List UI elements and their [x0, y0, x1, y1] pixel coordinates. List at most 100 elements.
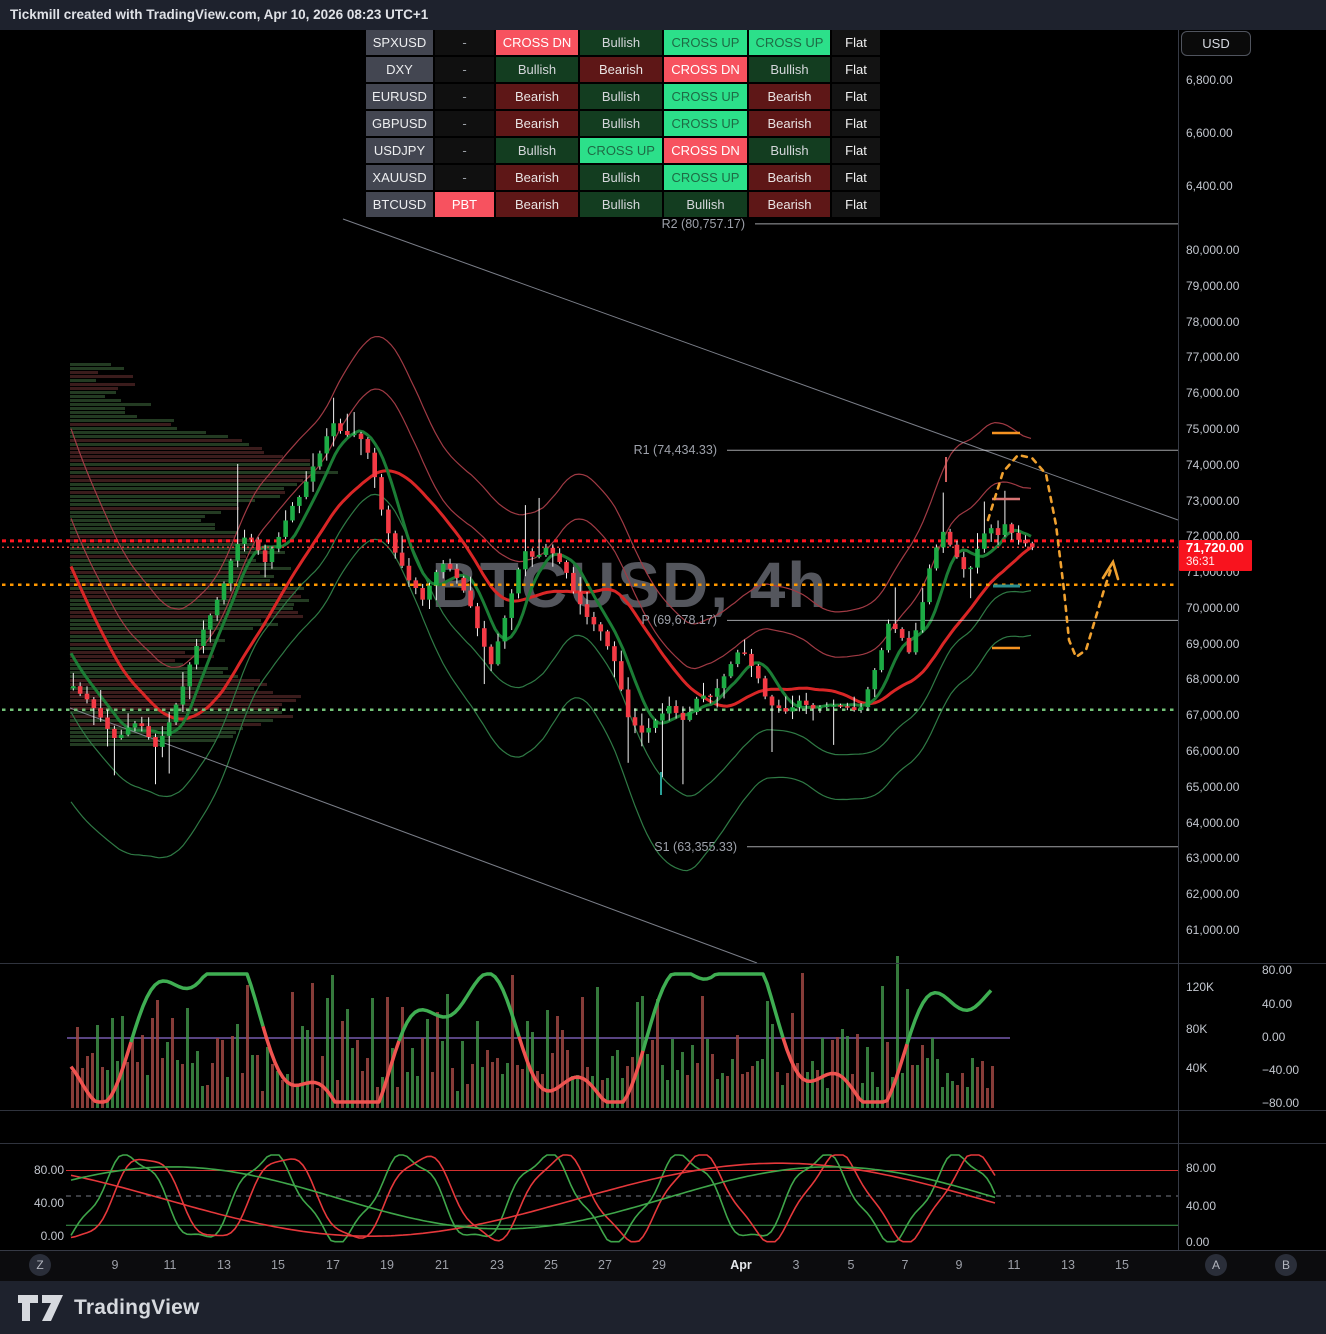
signal-cell: Flat: [832, 111, 880, 136]
oscillator-left-scale-label: 80.00: [33, 1163, 64, 1177]
scale-mode-button-b[interactable]: B: [1275, 1254, 1297, 1276]
signal-cell: Bearish: [749, 111, 830, 136]
fast-ma-line: [69, 429, 1032, 735]
signal-cell: Bullish: [580, 111, 662, 136]
time-axis-label: 13: [1061, 1258, 1075, 1272]
signal-cell: CROSS UP: [664, 84, 747, 109]
tradingview-logo-icon[interactable]: [18, 1294, 64, 1321]
signal-tag-cell: -: [435, 111, 494, 136]
price-axis-label: 68,000.00: [1186, 672, 1240, 687]
volume-oscillator-line: [641, 972, 785, 1052]
volume-scale-label: 80K: [1186, 1022, 1208, 1036]
pair-label-cell: EURUSD: [366, 84, 433, 109]
price-axis-label: 69,000.00: [1186, 636, 1240, 651]
trendline[interactable]: [342, 218, 1179, 521]
signal-cell: Bearish: [580, 57, 662, 82]
trendline[interactable]: [69, 707, 758, 964]
oscillator-scale-label: 80.00: [1186, 1161, 1217, 1175]
pane-separator[interactable]: [0, 1143, 1326, 1144]
stochastic-line: [70, 1154, 996, 1243]
timezone-button[interactable]: Z: [29, 1254, 51, 1276]
signal-tag-cell: -: [435, 84, 494, 109]
price-axis-label: 75,000.00: [1186, 421, 1240, 436]
signal-cell: Bullish: [496, 138, 578, 163]
price-axis-label: 62,000.00: [1186, 887, 1240, 902]
signal-cell: Bullish: [664, 192, 747, 217]
band-lines: [69, 335, 1032, 872]
time-axis-label: Apr: [730, 1258, 752, 1272]
time-axis-label: 15: [1115, 1258, 1129, 1272]
price-axis[interactable]: [1178, 30, 1326, 1250]
pane-separator[interactable]: [0, 963, 1326, 964]
price-axis-label: 61,000.00: [1186, 922, 1240, 937]
price-axis-label: 80,000.00: [1186, 243, 1240, 257]
time-axis-label: 23: [490, 1258, 504, 1272]
oscillator-scale-label: 0.00: [1186, 1235, 1210, 1249]
signal-tag-cell: -: [435, 30, 494, 55]
time-axis[interactable]: Z 9 11 13 15 17 19 21 23 25 27 29 Apr 3 5 7 9 11 13 15 A B: [0, 1250, 1326, 1281]
pair-label-cell: SPXUSD: [366, 30, 433, 55]
pair-label-cell: BTCUSD: [366, 192, 433, 217]
volume-pct-scale-label: −80.00: [1262, 1096, 1300, 1110]
signal-cell: CROSS UP: [749, 30, 830, 55]
price-axis-label: 70,000.00: [1186, 600, 1240, 615]
price-axis-label: 63,000.00: [1186, 851, 1240, 866]
signal-cell: Flat: [832, 84, 880, 109]
time-axis-label: 17: [326, 1258, 340, 1272]
signal-tag-cell: PBT: [435, 192, 494, 217]
last-price-value: 71,720.00: [1186, 540, 1244, 555]
signal-cell: Bearish: [749, 192, 830, 217]
signal-cell: Bullish: [496, 57, 578, 82]
time-axis-label: 9: [955, 1258, 963, 1272]
signal-cell: CROSS DN: [664, 138, 747, 163]
pair-label-cell: XAUUSD: [366, 165, 433, 190]
signal-cell: Bullish: [580, 30, 662, 55]
volume-oscillator-line: [69, 1041, 133, 1104]
price-axis-label: 78,000.00: [1186, 314, 1240, 329]
signal-cell: Flat: [832, 192, 880, 217]
mini-price-label: 6,600.00: [1186, 126, 1233, 140]
time-axis-label: 7: [901, 1258, 909, 1272]
oscillator-left-scale-label: 40.00: [33, 1196, 64, 1210]
signal-cell: Bearish: [496, 84, 578, 109]
pair-label-cell: DXY: [366, 57, 433, 82]
mini-price-label: 6,800.00: [1186, 73, 1233, 87]
signal-cell: CROSS UP: [664, 30, 747, 55]
volume-pct-scale-label: 80.00: [1262, 963, 1293, 977]
currency-toggle-button[interactable]: USD: [1181, 31, 1251, 56]
pair-label-cell: USDJPY: [366, 138, 433, 163]
mini-price-label: 6,400.00: [1186, 179, 1233, 193]
volume-profile: [70, 363, 338, 746]
time-axis-label: 3: [792, 1258, 800, 1272]
tradingview-brand-text[interactable]: TradingView: [74, 1295, 200, 1319]
price-axis-label: 64,000.00: [1186, 815, 1240, 830]
time-axis-label: 15: [271, 1258, 285, 1272]
volume-scale-label: 120K: [1186, 980, 1215, 994]
scale-mode-button-a[interactable]: A: [1205, 1254, 1227, 1276]
time-axis-label: 19: [380, 1258, 394, 1272]
pivot-label-r1: R1 (74,434.33): [633, 443, 717, 458]
time-axis-label: 11: [163, 1258, 177, 1272]
pivot-label-s1: S1 (63,355.33): [654, 839, 737, 854]
footer-bar: TradingView: [0, 1281, 1326, 1334]
time-axis-label: 27: [598, 1258, 612, 1272]
time-axis-label: 25: [544, 1258, 558, 1272]
time-axis-label: 13: [217, 1258, 231, 1272]
oscillator-scale-label: 40.00: [1186, 1199, 1217, 1213]
time-axis-label: 29: [652, 1258, 666, 1272]
signal-cell: Bullish: [580, 192, 662, 217]
volume-oscillator-line: [517, 1036, 645, 1104]
signal-cell: Bullish: [749, 57, 830, 82]
signal-cell: CROSS UP: [664, 111, 747, 136]
topbar-credit: Tickmill created with TradingView.com, A…: [0, 0, 1326, 30]
last-price-label: 71,720.00 36:31: [1179, 540, 1252, 571]
signal-cell: Bearish: [496, 165, 578, 190]
chart-annotations[interactable]: [660, 431, 1120, 795]
bar-countdown: 36:31: [1186, 556, 1215, 568]
volume-pct-scale-label: 40.00: [1262, 997, 1293, 1011]
pivot-label-p: P (69,678.17): [641, 613, 717, 628]
pane-separator[interactable]: [0, 1110, 1326, 1111]
signal-cell: CROSS DN: [664, 57, 747, 82]
signal-cell: Bearish: [496, 192, 578, 217]
